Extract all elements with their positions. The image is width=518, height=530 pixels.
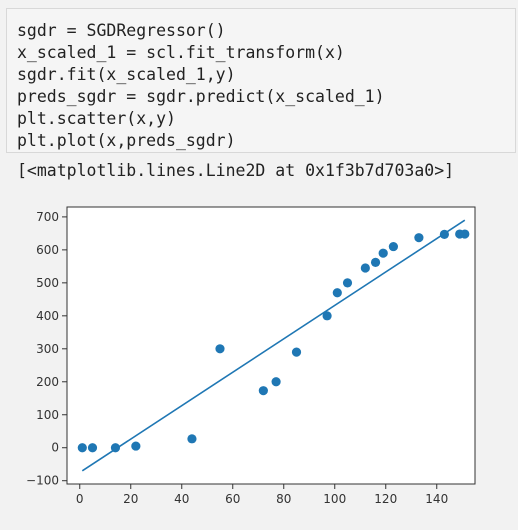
code-line: plt.scatter(x,y) <box>17 109 176 128</box>
scatter-point <box>77 443 87 453</box>
scatter-plot: 0 20 40 60 80 100 120 140 −100 0 100 200 300 400 500 60… <box>26 206 476 506</box>
x-tick-label: 40 <box>174 492 189 506</box>
code-cell-input[interactable]: sgdr = SGDRegressor() x_scaled_1 = scl.f… <box>6 8 516 153</box>
y-tick-label: 700 <box>36 210 59 224</box>
scatter-point <box>271 377 281 387</box>
scatter-point <box>370 257 381 267</box>
plot-output: 0 20 40 60 80 100 120 140 −100 0 100 200 300 400 500 60… <box>0 195 518 530</box>
code-line: x_scaled_1 = scl.fit_transform(x) <box>17 43 345 62</box>
x-tick-label: 120 <box>374 492 397 506</box>
plot-area <box>66 206 476 485</box>
scatter-point <box>87 443 98 453</box>
scatter-point <box>322 311 332 321</box>
scatter-point <box>414 233 424 243</box>
scatter-point <box>378 248 388 258</box>
y-tick-label: 500 <box>36 276 59 290</box>
x-tick-label: 80 <box>276 492 291 506</box>
scatter-point <box>110 443 121 453</box>
x-tick-label: 0 <box>76 492 84 506</box>
scatter-point <box>258 386 268 396</box>
cell-output-text: [<matplotlib.lines.Line2D at 0x1f3b7d703… <box>17 161 455 180</box>
code-line: sgdr.fit(x_scaled_1,y) <box>17 65 236 84</box>
y-tick-label: 400 <box>36 309 59 323</box>
code-line: plt.plot(x,preds_sgdr) <box>17 131 236 150</box>
scatter-point <box>187 434 197 444</box>
x-tick-label: 140 <box>425 492 448 506</box>
x-tick-label: 60 <box>225 492 240 506</box>
y-tick-label: 600 <box>36 243 59 257</box>
scatter-point <box>439 229 449 239</box>
scatter-point <box>460 229 470 239</box>
scatter-point <box>332 288 342 298</box>
x-tick-label: 20 <box>123 492 138 506</box>
y-tick-label: −100 <box>26 474 59 488</box>
x-tick-label: 100 <box>323 492 346 506</box>
scatter-point <box>215 344 225 354</box>
y-tick-label: 200 <box>36 375 59 389</box>
code-editor[interactable]: sgdr = SGDRegressor() x_scaled_1 = scl.f… <box>17 20 385 152</box>
scatter-point <box>342 278 353 288</box>
scatter-point <box>388 241 398 252</box>
y-tick-label: 0 <box>51 441 59 455</box>
scatter-point <box>291 347 302 357</box>
scatter-point <box>360 263 370 273</box>
y-tick-label: 100 <box>36 408 59 422</box>
code-line: sgdr = SGDRegressor() <box>17 21 226 40</box>
y-tick-label: 300 <box>36 342 59 356</box>
regression-line <box>81 219 466 472</box>
code-line: preds_sgdr = sgdr.predict(x_scaled_1) <box>17 87 385 106</box>
scatter-point <box>131 441 141 451</box>
